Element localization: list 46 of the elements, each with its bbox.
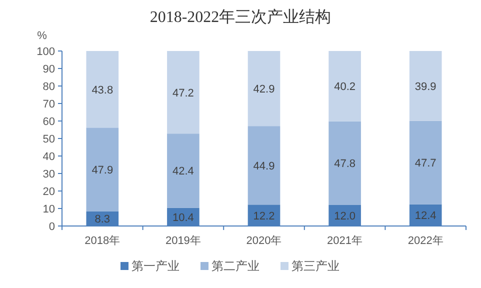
data-label: 40.2 <box>334 81 356 94</box>
legend-label: 第三产业 <box>292 259 340 273</box>
y-axis-title: % <box>37 30 48 42</box>
bar <box>248 126 280 205</box>
data-label: 8.3 <box>94 214 110 226</box>
data-label: 10.4 <box>172 212 194 224</box>
y-tick-label: 70 <box>42 98 55 110</box>
legend-label: 第二产业 <box>212 259 260 273</box>
y-tick-label: 60 <box>42 116 55 128</box>
x-tick-label: 2018年 <box>84 235 120 247</box>
data-label: 42.4 <box>172 166 194 178</box>
bar <box>328 51 361 122</box>
y-tick-label: 80 <box>42 81 55 93</box>
data-label: 47.2 <box>172 87 194 100</box>
y-tick-label: 50 <box>42 134 55 146</box>
x-tick-label: 2019年 <box>165 235 201 247</box>
data-label: 42.9 <box>253 84 275 96</box>
y-tick-label: 100 <box>36 46 55 58</box>
data-label: 12.0 <box>334 210 356 222</box>
y-tick-label: 20 <box>42 186 55 198</box>
data-label: 44.9 <box>253 160 275 172</box>
bar <box>86 51 119 128</box>
data-label: 12.2 <box>253 210 275 222</box>
bar <box>86 128 119 212</box>
x-tick-label: 2021年 <box>327 235 363 247</box>
y-tick-label: 10 <box>42 204 55 216</box>
bar <box>167 51 200 134</box>
y-tick-label: 30 <box>42 168 55 180</box>
data-label: 47.9 <box>92 164 114 177</box>
bar <box>409 51 442 121</box>
y-tick-label: 90 <box>42 64 55 76</box>
x-tick-label: 2020年 <box>246 235 282 247</box>
y-tick-label: 0 <box>48 221 55 233</box>
data-label: 39.9 <box>414 80 436 93</box>
chart-title: 2018-2022年三次产业结构 <box>150 8 332 26</box>
legend-label: 第一产业 <box>132 259 180 273</box>
data-label: 43.8 <box>92 84 114 96</box>
data-label: 12.4 <box>414 210 436 222</box>
bar <box>409 120 442 204</box>
bar <box>248 51 280 126</box>
data-label: 47.8 <box>334 158 356 170</box>
data-label: 47.7 <box>414 158 436 170</box>
bar <box>328 121 361 205</box>
bar <box>167 134 200 208</box>
y-tick-label: 40 <box>42 151 55 163</box>
x-tick-label: 2022年 <box>408 235 444 247</box>
